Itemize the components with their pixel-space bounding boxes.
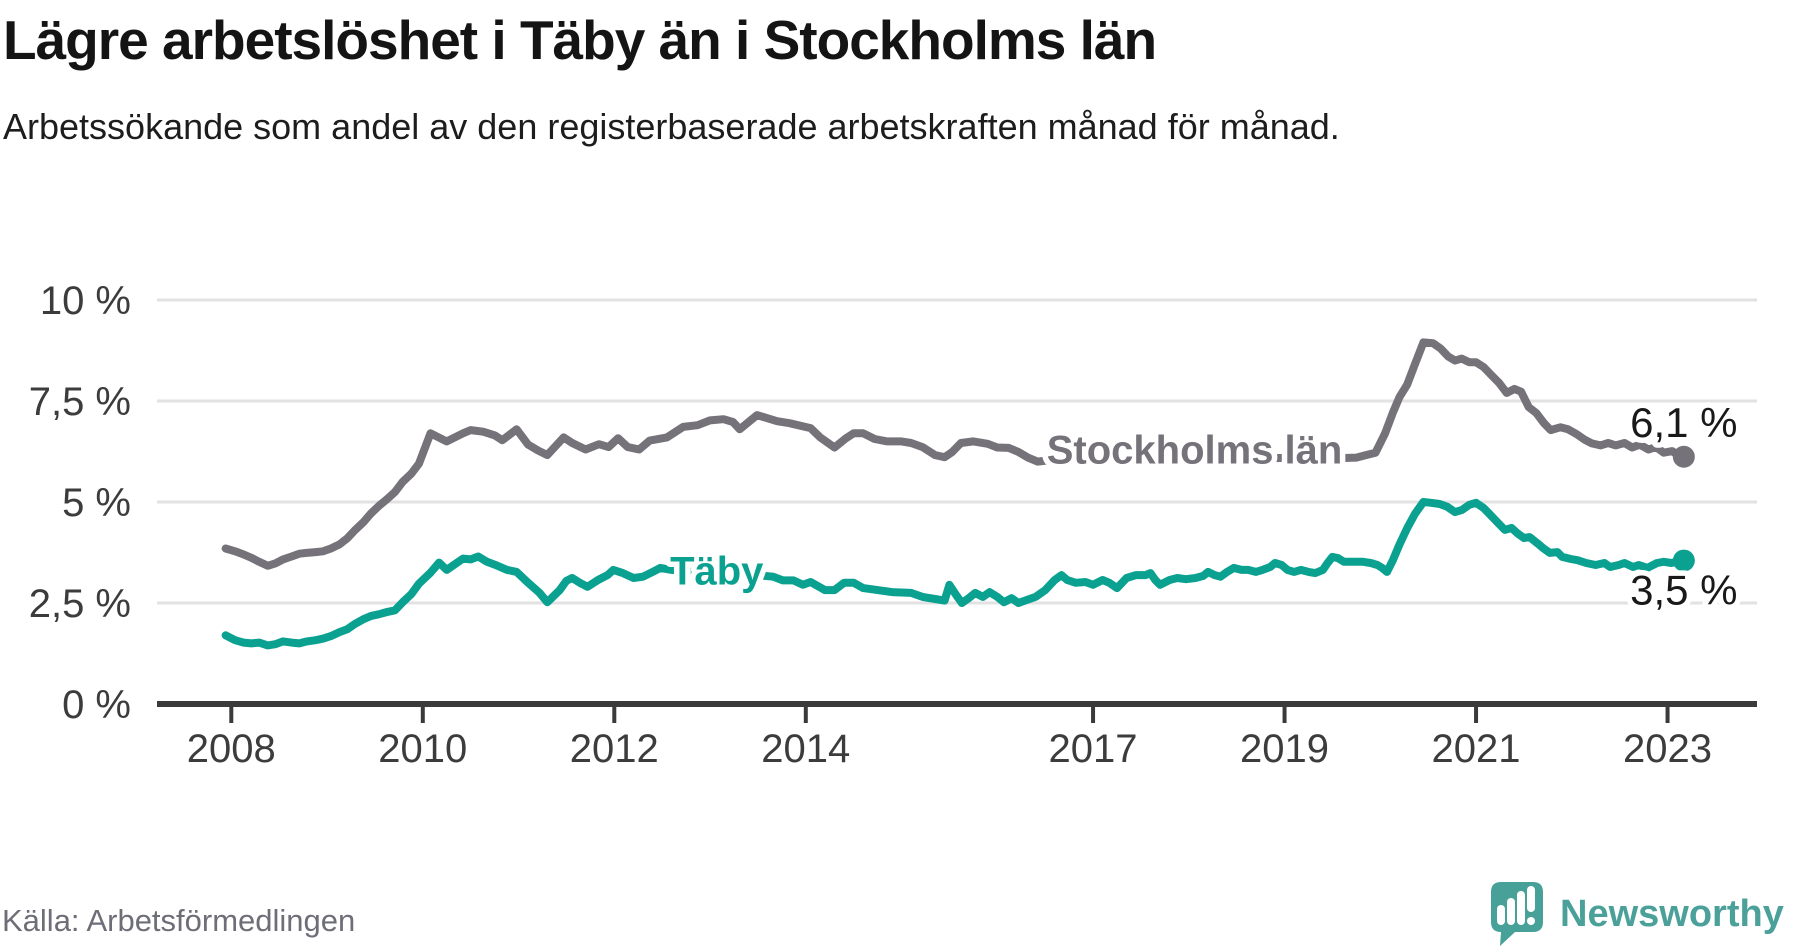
x-tick-label: 2008 — [187, 727, 276, 771]
series-label-stockholms-lan: Stockholms län — [1047, 429, 1343, 473]
brand: Newsworthy — [1489, 880, 1784, 948]
y-tick-label: 7,5 % — [29, 380, 131, 424]
x-tick-label: 2023 — [1623, 727, 1712, 771]
end-value-label-taby: 3,5 % — [1630, 567, 1737, 614]
y-tick-label: 2,5 % — [29, 582, 131, 626]
series-line-taby — [221, 498, 1688, 650]
series-line-stockholms-lan — [221, 338, 1688, 570]
series-end-dot-stockholms-lan — [1672, 445, 1695, 468]
series-label-taby: Täby — [670, 549, 764, 593]
x-tick-label: 2014 — [761, 727, 850, 771]
x-tick-label: 2017 — [1049, 727, 1138, 771]
chart-speech-bubble-icon — [1491, 882, 1543, 946]
y-tick-label: 0 % — [62, 683, 131, 727]
page-subtitle: Arbetssökande som andel av den registerb… — [3, 106, 1340, 147]
x-tick-label: 2010 — [378, 727, 467, 771]
page-title: Lägre arbetslöshet i Täby än i Stockholm… — [3, 9, 1157, 71]
x-tick-label: 2019 — [1240, 727, 1329, 771]
end-value-label-stockholms-lan: 6,1 % — [1630, 399, 1737, 446]
y-tick-label: 5 % — [62, 481, 131, 525]
brand-name: Newsworthy — [1560, 892, 1784, 935]
series-end-dot-taby — [1672, 549, 1695, 572]
source-note: Källa: Arbetsförmedlingen — [2, 903, 356, 938]
y-tick-label: 10 % — [40, 279, 131, 323]
x-tick-label: 2021 — [1432, 727, 1521, 771]
x-tick-label: 2012 — [570, 727, 659, 771]
